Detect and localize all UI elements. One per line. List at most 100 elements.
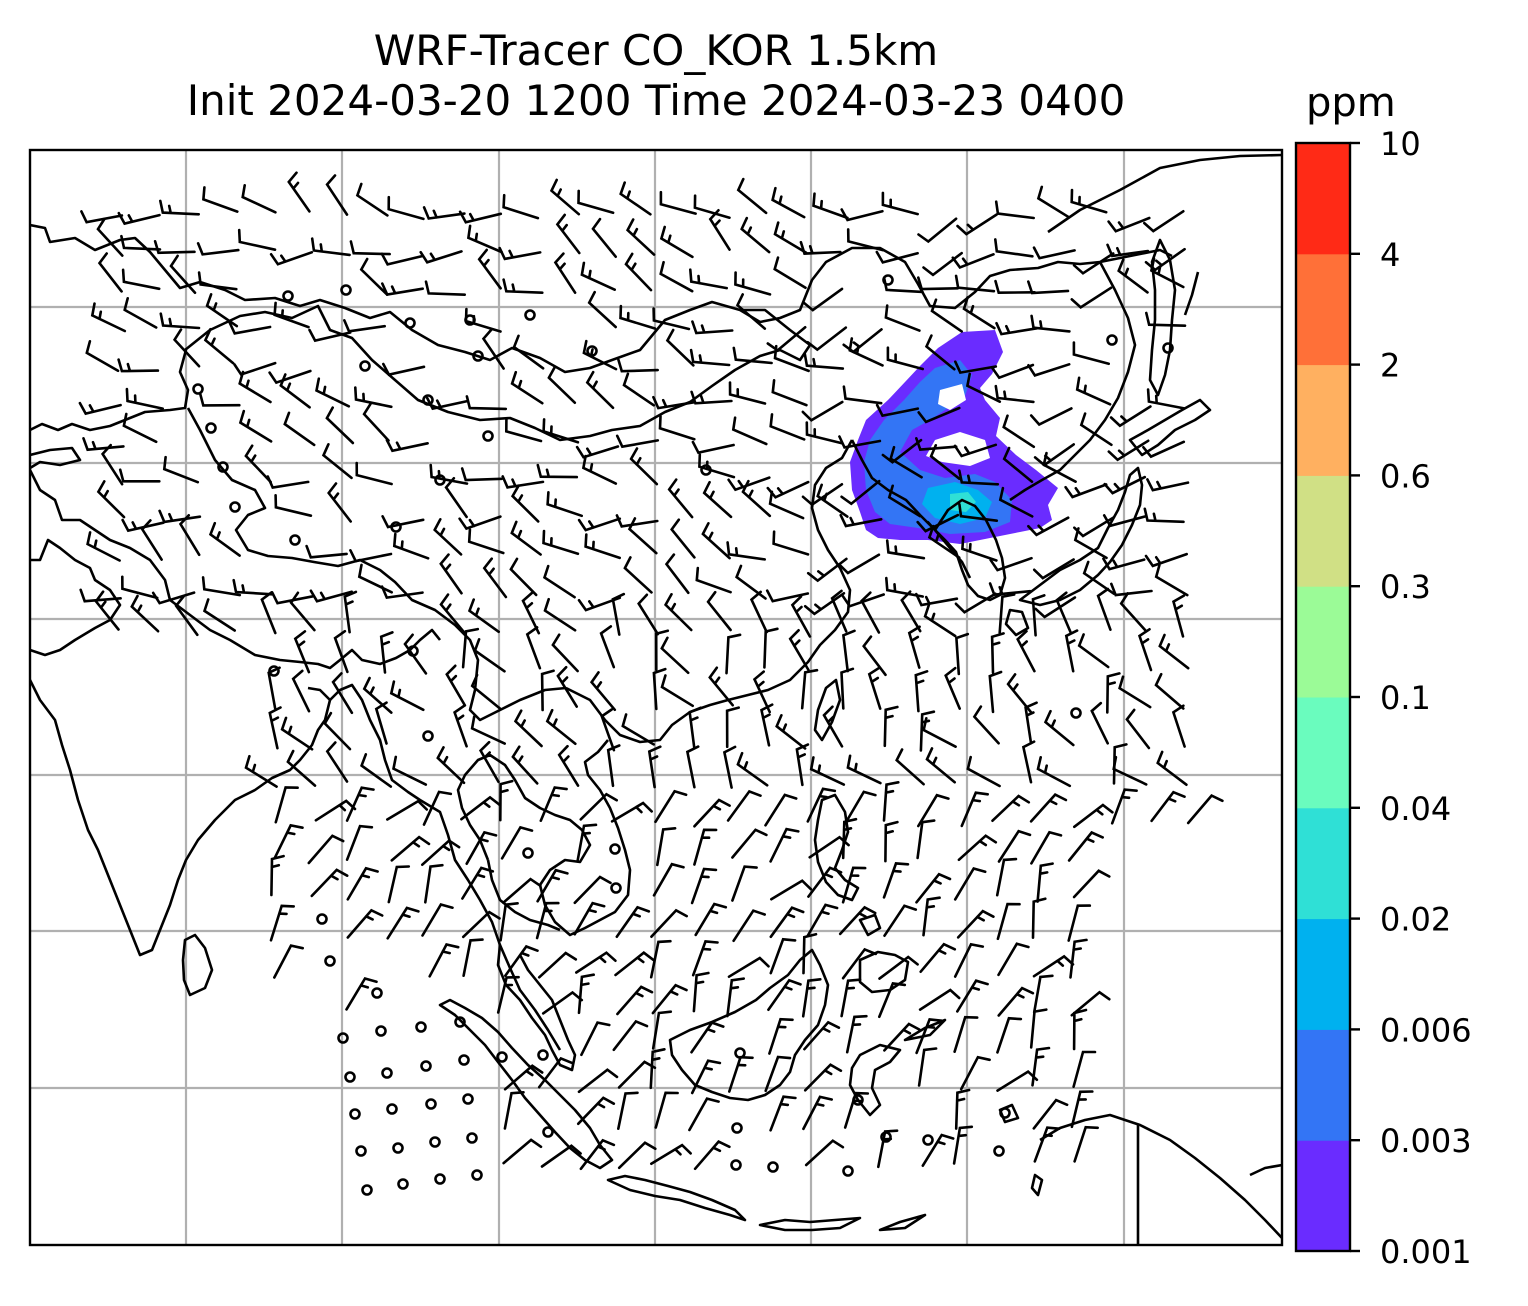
wind-barb	[600, 708, 616, 752]
wind-barb	[841, 593, 885, 608]
wind-barb	[848, 337, 884, 367]
wind-barb	[540, 1144, 582, 1168]
wind-barb	[244, 754, 278, 788]
wind-barb	[660, 674, 694, 708]
wind-barb	[930, 298, 963, 333]
wind-barb	[1016, 629, 1036, 673]
wind-barb	[513, 709, 543, 748]
wind-barb	[616, 985, 654, 1016]
wind-barb	[773, 256, 807, 289]
wind-barb	[962, 296, 996, 330]
wind-barb	[919, 942, 957, 973]
wind-barb	[584, 533, 621, 560]
wind-barb	[549, 178, 581, 216]
calm-wind-circle	[1106, 334, 1118, 346]
wind-barb	[965, 372, 1002, 403]
wind-barb	[232, 578, 274, 596]
wind-barb	[576, 1096, 616, 1126]
wind-barb	[651, 983, 688, 1015]
wind-barb	[991, 794, 1031, 822]
wind-barb	[958, 469, 1000, 486]
coast-taiwan	[813, 678, 842, 742]
wind-barb	[736, 751, 769, 787]
wind-barb	[769, 906, 805, 939]
calm-wind-circle	[386, 1103, 398, 1115]
wind-barb	[424, 280, 466, 296]
wind-barb	[997, 942, 1030, 977]
calm-wind-circle	[344, 1071, 356, 1083]
calm-wind-circle	[429, 1136, 441, 1148]
wind-barb	[788, 629, 810, 672]
wind-barb	[663, 593, 693, 632]
border-himalaya	[30, 469, 442, 670]
wind-barb	[599, 625, 616, 669]
wind-barb	[1033, 1126, 1061, 1163]
wind-barb	[652, 395, 696, 410]
wind-barb	[579, 1138, 616, 1171]
wind-barb	[503, 1091, 525, 1130]
colorbar-tick-label: 0.001	[1380, 1233, 1472, 1271]
wind-barb	[123, 297, 158, 329]
wind-barb	[573, 901, 606, 936]
wind-barb	[289, 591, 316, 632]
wind-barb	[580, 261, 616, 291]
wind-barb	[551, 633, 579, 673]
wind-barb	[691, 440, 735, 455]
wind-barb	[994, 200, 1035, 220]
wind-barb	[803, 1020, 841, 1051]
wind-barb	[838, 905, 877, 936]
wind-barb	[955, 632, 970, 676]
wind-barb	[260, 591, 277, 635]
wind-barb	[510, 520, 542, 556]
wind-barb	[1149, 257, 1185, 289]
wind-barb	[1072, 252, 1115, 275]
wind-barb	[403, 633, 428, 675]
calm-wind-circle	[422, 730, 434, 742]
coast-seram	[1030, 1173, 1044, 1197]
wind-barb	[764, 793, 798, 827]
wind-barb	[1096, 587, 1112, 631]
wind-barb	[503, 1064, 544, 1091]
wind-barb	[693, 194, 731, 219]
wind-barb	[951, 253, 995, 269]
calm-wind-circle	[880, 1131, 892, 1143]
wind-barb	[122, 412, 158, 444]
wind-barb	[305, 544, 348, 559]
wind-barb	[615, 434, 660, 449]
wind-barb	[1142, 440, 1186, 459]
wind-barb	[1090, 701, 1109, 745]
calm-wind-circle	[731, 1122, 743, 1134]
wind-barb	[1143, 507, 1185, 524]
wind-barb	[390, 835, 431, 862]
wind-barb	[693, 1139, 731, 1171]
wind-barb	[860, 591, 881, 634]
wind-barb	[387, 865, 411, 904]
wind-barb	[726, 789, 762, 822]
wind-barb	[576, 823, 598, 863]
wind-barb	[922, 896, 941, 937]
wind-barb	[617, 1091, 639, 1130]
wind-barb	[966, 755, 1001, 788]
wind-barb	[121, 575, 159, 600]
wind-barb	[380, 252, 424, 266]
colorbar-tick-label: 0.003	[1380, 1122, 1472, 1160]
wind-barb	[803, 1063, 843, 1092]
wind-barb	[345, 824, 374, 861]
wind-barb	[502, 1138, 543, 1165]
wind-barb	[768, 490, 805, 520]
wind-barb	[922, 717, 957, 748]
map-frame-content	[30, 150, 1282, 1245]
calm-wind-circle	[734, 1047, 746, 1059]
wind-barb	[460, 795, 501, 821]
calm-wind-circle	[471, 1169, 483, 1181]
wind-barb	[392, 755, 428, 786]
wind-barb	[1027, 280, 1070, 295]
wind-barb	[504, 944, 539, 977]
calm-wind-circle	[324, 955, 336, 967]
wind-barb	[573, 875, 612, 905]
wind-barb	[998, 486, 1034, 518]
wind-barb	[283, 411, 316, 447]
wind-barb	[725, 706, 740, 748]
wind-barb	[287, 171, 311, 213]
wind-barb	[121, 268, 161, 291]
